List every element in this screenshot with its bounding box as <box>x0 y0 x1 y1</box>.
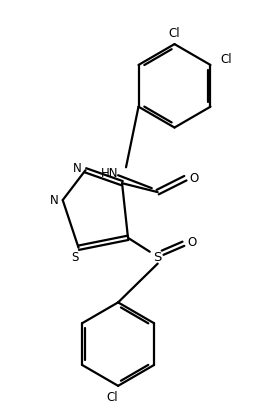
Text: Cl: Cl <box>106 391 118 404</box>
Text: N: N <box>49 194 58 207</box>
Text: Cl: Cl <box>220 53 232 66</box>
Text: O: O <box>188 236 197 249</box>
Text: Cl: Cl <box>169 27 180 39</box>
Text: N: N <box>73 162 82 175</box>
Text: O: O <box>190 172 199 185</box>
Text: S: S <box>71 251 78 264</box>
Text: HN: HN <box>101 167 118 180</box>
Text: S: S <box>154 251 162 264</box>
